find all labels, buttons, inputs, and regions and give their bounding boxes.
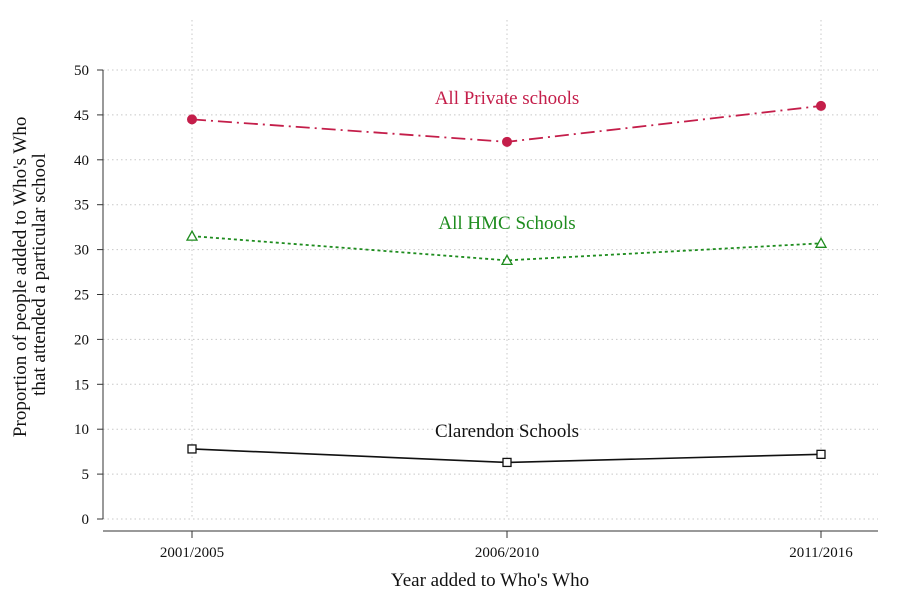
y-tick-label: 0	[82, 512, 90, 528]
data-point-all-private-schools	[187, 114, 197, 125]
series-labels: All Private schools All HMC Schools Claren…	[435, 88, 580, 442]
y-axis-title-line-1: Proportion of people added to Who's Who	[10, 117, 31, 437]
y-tick-label: 5	[82, 467, 90, 483]
x-axis-title: Year added to Who's Who	[391, 570, 589, 591]
data-point-all-hmc-schools	[500, 254, 514, 266]
series-layer	[185, 100, 828, 468]
data-point-all-private-schools	[816, 100, 826, 111]
y-axis-title-line-2: that attended a particular school	[29, 153, 50, 396]
data-point-clarendon-schools	[502, 457, 512, 468]
data-point-clarendon-schools	[816, 449, 826, 459]
data-point-all-private-schools	[502, 136, 512, 147]
y-axis-title: Proportion of people added to Who's Who …	[10, 112, 50, 437]
data-point-all-hmc-schools	[814, 236, 828, 248]
y-tick-label: 20	[74, 332, 89, 348]
y-tick-label: 50	[74, 63, 89, 79]
data-point-all-hmc-schools	[185, 229, 199, 241]
x-tick-label: 2006/2010	[475, 545, 539, 561]
series-label-all-private-schools: All Private schools	[435, 88, 580, 109]
y-tick-label: 45	[74, 108, 89, 124]
y-tick-label: 10	[74, 422, 89, 438]
x-tick-label: 2011/2016	[789, 545, 853, 561]
series-label-clarendon-schools: Clarendon Schools	[435, 421, 579, 442]
y-tick-label: 15	[74, 377, 89, 393]
y-tick-label: 35	[74, 198, 89, 214]
grid-lines	[103, 20, 878, 520]
y-tick-label: 25	[74, 288, 89, 304]
y-tick-label: 30	[74, 243, 89, 259]
series-label-all-hmc-schools: All HMC Schools	[438, 213, 575, 234]
data-point-clarendon-schools	[187, 444, 197, 454]
x-tick-label: 2001/2005	[160, 545, 224, 561]
y-tick-label: 40	[74, 153, 89, 169]
axes: 0 5 10 15 20 25 30 35 40 45 50 2001/2005 2006/2010 20…	[74, 63, 878, 561]
